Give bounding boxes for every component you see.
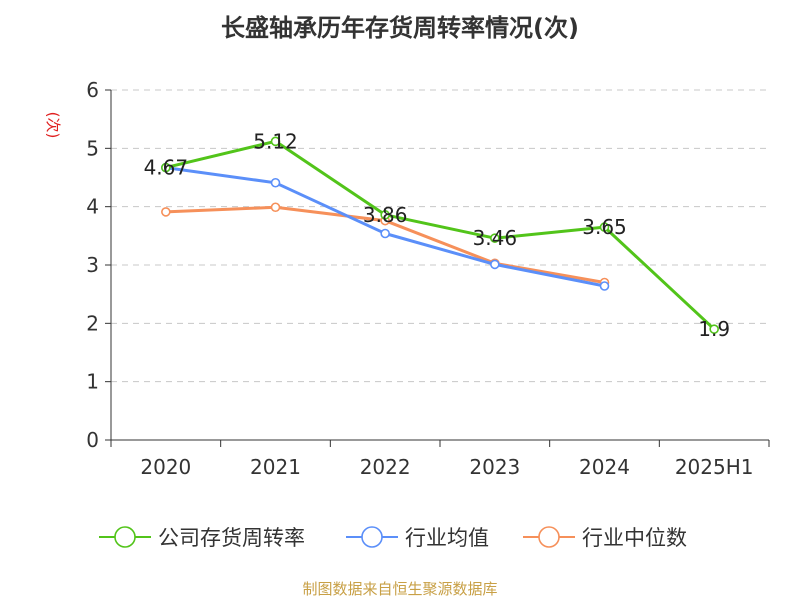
data-point xyxy=(599,281,610,291)
data-label: 5.12 xyxy=(253,129,298,153)
legend-label: 行业中位数 xyxy=(582,526,687,550)
y-tick-label: 0 xyxy=(86,428,99,452)
series-line xyxy=(164,139,716,331)
y-axis-title: (次) xyxy=(44,112,62,139)
y-tick-label: 1 xyxy=(86,370,99,394)
x-tick-label: 2025H1 xyxy=(675,455,754,479)
data-point xyxy=(599,222,610,232)
data-point xyxy=(380,210,390,220)
x-tick-label: 2022 xyxy=(360,455,411,479)
x-tick-label: 2024 xyxy=(579,455,630,479)
data-label: 3.65 xyxy=(582,215,627,239)
data-point xyxy=(380,228,390,239)
x-tick-label: 2020 xyxy=(140,455,191,479)
data-point xyxy=(161,162,171,173)
data-point xyxy=(270,177,281,188)
y-tick-label: 3 xyxy=(86,253,99,277)
data-point xyxy=(490,259,500,270)
x-tick-label: 2023 xyxy=(469,455,520,479)
chart-title: 长盛轴承历年存货周转率情况(次) xyxy=(221,14,579,42)
legend-marker xyxy=(538,526,560,548)
y-tick-label: 6 xyxy=(86,78,99,102)
data-point xyxy=(270,136,281,147)
data-label: 3.46 xyxy=(473,226,518,250)
y-tick-label: 4 xyxy=(86,195,99,219)
legend-marker xyxy=(114,526,136,548)
legend-marker xyxy=(361,526,383,548)
data-label: 4.67 xyxy=(144,156,189,180)
legend-label: 行业均值 xyxy=(405,526,489,550)
source-note: 制图数据来自恒生聚源数据库 xyxy=(302,580,498,598)
data-point xyxy=(490,233,500,243)
data-label: 1.9 xyxy=(698,317,730,341)
x-tick-label: 2021 xyxy=(250,455,301,479)
data-point xyxy=(709,324,719,334)
legend-label: 公司存货周转率 xyxy=(158,526,305,550)
data-point xyxy=(270,202,281,213)
y-tick-label: 2 xyxy=(86,311,99,335)
y-tick-label: 5 xyxy=(86,136,99,160)
data-label: 3.86 xyxy=(363,203,408,227)
data-point xyxy=(161,207,171,217)
